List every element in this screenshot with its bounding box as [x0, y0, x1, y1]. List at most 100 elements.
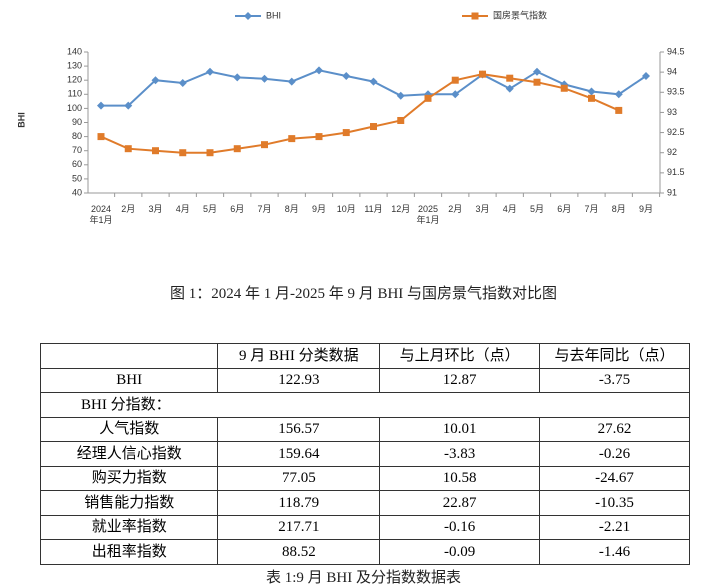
table-cell: 27.62: [539, 416, 690, 442]
data-point: [287, 77, 296, 86]
series-line: [100, 73, 620, 154]
table-cell: 10.01: [379, 416, 541, 442]
data-point: [533, 78, 541, 86]
data-point: [315, 66, 323, 75]
data-point: [97, 101, 105, 110]
table-cell: -0.09: [379, 539, 541, 565]
y-tick-label: 100: [67, 103, 82, 113]
table-cell: -10.35: [539, 490, 690, 516]
data-point: [451, 76, 459, 84]
y-tick-label: 130: [67, 60, 82, 70]
data-point: [342, 129, 350, 137]
table-cell: 销售能力指数: [39, 490, 219, 516]
table-cell: 156.57: [217, 416, 381, 442]
data-point: [97, 133, 105, 141]
legend-marker: [471, 12, 479, 20]
data-point: [424, 94, 432, 102]
data-point: [342, 71, 351, 80]
y-axis-label: BHI: [16, 112, 26, 128]
table-cell: 9 月 BHI 分类数据: [217, 343, 381, 369]
data-point: [396, 91, 405, 100]
data-point: [152, 147, 159, 155]
x-tick-label: 8月: [611, 204, 626, 214]
y2-tick-label: 91: [667, 187, 677, 197]
table-cell: 人气指数: [39, 416, 219, 442]
x-tick-label: 4月: [502, 204, 517, 214]
data-point: [642, 71, 650, 80]
y-tick-label: 50: [72, 173, 82, 183]
x-tick-label: 3月: [148, 204, 163, 214]
y-tick-label: 120: [67, 75, 82, 85]
table-cell: -0.16: [379, 514, 541, 540]
x-tick-label: 5月: [202, 204, 217, 214]
data-point: [206, 67, 214, 76]
x-tick-label: 7月: [584, 204, 599, 214]
table-cell: -24.67: [539, 465, 690, 491]
x-tick-label: 9月: [638, 204, 653, 214]
y-tick-label: 90: [72, 117, 82, 127]
data-point: [233, 73, 242, 82]
x-tick-label: 2025 年1月: [416, 204, 440, 225]
data-point: [151, 76, 160, 85]
data-point: [560, 84, 568, 92]
x-tick-label: 10月: [336, 204, 356, 214]
table-row: BHI 122.93 12.87 -3.75: [39, 367, 690, 393]
table-cell: BHI 分指数：: [40, 392, 690, 418]
x-tick-label: 7月: [257, 204, 272, 214]
x-tick-label: 6月: [230, 204, 245, 214]
data-point: [206, 149, 214, 157]
table-cell: [39, 343, 219, 369]
table-row: 出租率指数 88.52 -0.09 -1.46: [39, 539, 690, 565]
table-cell: 159.64: [217, 441, 381, 467]
table-cell: 就业率指数: [39, 514, 219, 540]
x-tick-label: 2024 年1月: [89, 204, 113, 225]
table-cell: -3.75: [539, 367, 690, 393]
data-point: [370, 123, 377, 131]
table-cell: BHI: [39, 367, 219, 393]
y-tick-label: 80: [72, 131, 82, 141]
data-point: [451, 90, 460, 99]
table-cell: 22.87: [379, 490, 541, 516]
table-row: BHI 分指数：: [40, 392, 690, 418]
table-row: 9 月 BHI 分类数据 与上月环比（点） 与去年同比（点）: [39, 343, 690, 369]
data-point: [233, 145, 241, 153]
legend-marker: [244, 12, 252, 20]
y-tick-label: 110: [68, 89, 82, 99]
y2-tick-label: 93.5: [667, 87, 685, 97]
data-point: [260, 74, 269, 83]
data-point: [288, 135, 296, 143]
data-point: [315, 133, 323, 141]
data-point: [178, 79, 187, 88]
x-tick-label: 5月: [529, 204, 544, 214]
table-cell: 出租率指数: [39, 539, 219, 565]
x-tick-label: 8月: [284, 204, 299, 214]
table-row: 就业率指数 217.71 -0.16 -2.21: [39, 514, 690, 540]
data-table: 9 月 BHI 分类数据 与上月环比（点） 与去年同比（点） BHI 122.93 12.…: [39, 343, 690, 565]
data-point: [124, 101, 133, 110]
table-cell: 12.87: [379, 367, 541, 393]
data-point: [179, 149, 187, 157]
table-cell: 与去年同比（点）: [539, 343, 690, 369]
table-cell: 购买力指数: [39, 465, 219, 491]
table-cell: 经理人信心指数: [39, 441, 219, 467]
x-tick-label: 2月: [121, 204, 136, 214]
chart: 40 50 60 70 80 90 100 110 120 130 140 91 91.5 92 92.5 9…: [16, 9, 685, 197]
table-cell: -0.26: [539, 441, 690, 467]
data-point: [369, 77, 378, 86]
table-cell: 217.71: [217, 514, 381, 540]
y-tick-label: 40: [72, 187, 82, 197]
table-caption: 表 1:9 月 BHI 及分指数数据表: [265, 570, 461, 586]
table-cell: -1.46: [539, 539, 690, 565]
table-row: 经理人信心指数 159.64 -3.83 -0.26: [39, 441, 690, 467]
y2-tick-label: 93: [667, 107, 677, 117]
data-point: [505, 84, 514, 93]
data-point: [587, 87, 596, 96]
data-point: [614, 90, 623, 99]
y2-tick-label: 94.5: [667, 46, 685, 56]
table-cell: 118.79: [217, 490, 381, 516]
y-tick-label: 70: [72, 145, 82, 155]
data-point: [479, 70, 486, 78]
data-point: [615, 106, 623, 114]
table-cell: 10.58: [379, 465, 541, 491]
